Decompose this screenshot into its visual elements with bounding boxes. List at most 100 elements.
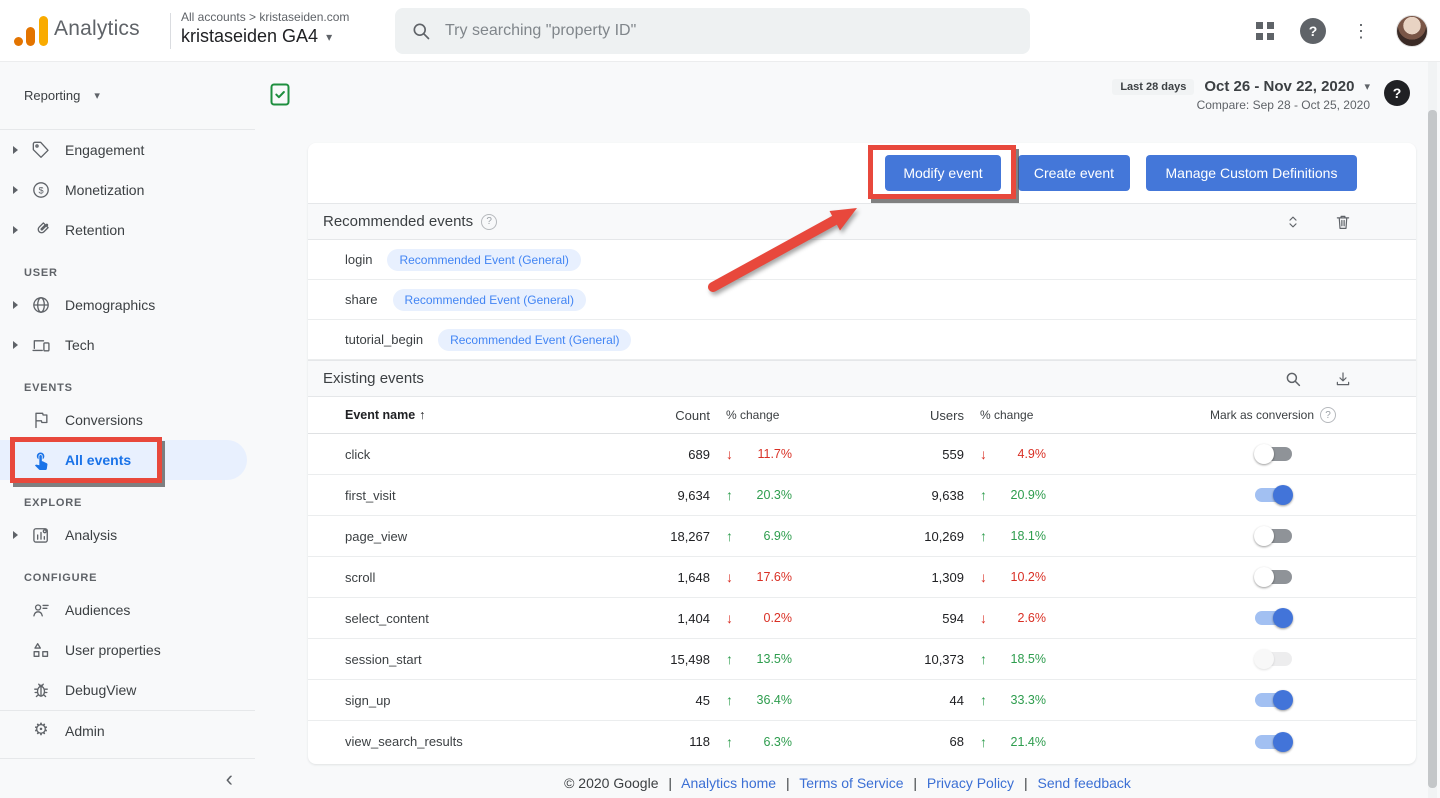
table-row: sign_up 45 ↑ 36.4% 44 ↑ 33.3% — [308, 680, 1416, 721]
conversion-toggle[interactable] — [1253, 567, 1292, 587]
sidebar-item-user-properties[interactable]: User properties — [0, 630, 255, 670]
recommended-events-header: Recommended events ? — [308, 203, 1416, 240]
help-circle-icon[interactable]: ? — [1384, 80, 1410, 106]
chevron-down-icon: ▾ — [1364, 81, 1370, 93]
date-range-preset: Last 28 days — [1112, 78, 1195, 95]
expand-arrow-icon[interactable] — [13, 531, 26, 539]
search-bar[interactable] — [395, 8, 1030, 54]
globe-icon — [31, 295, 51, 315]
expand-arrow-icon[interactable] — [13, 341, 26, 349]
collapse-sidebar-icon[interactable]: ‹ — [225, 765, 233, 791]
sidebar-item-demographics[interactable]: Demographics — [0, 285, 255, 325]
svg-text:$: $ — [38, 185, 43, 195]
conversion-toggle[interactable] — [1254, 731, 1293, 752]
conversion-toggle[interactable] — [1253, 526, 1292, 546]
sidebar-item-debugview[interactable]: DebugView — [0, 670, 255, 710]
conversion-toggle[interactable] — [1254, 485, 1293, 505]
download-icon[interactable] — [1334, 370, 1352, 388]
column-count: Count — [675, 407, 710, 423]
sidebar-item-audiences[interactable]: Audiences — [0, 590, 255, 630]
count-change: 6.9% — [763, 529, 793, 543]
event-count: 689 — [688, 446, 710, 462]
more-vert-icon[interactable]: ⋮ — [1352, 21, 1370, 41]
sidebar-item-monetization[interactable]: $ Monetization — [0, 170, 255, 210]
recommended-event-row: login Recommended Event (General) — [308, 240, 1416, 280]
event-name: scroll — [345, 569, 376, 585]
sidebar-footer: ‹ — [0, 758, 255, 798]
recommended-badge: Recommended Event (General) — [387, 248, 581, 271]
footer-link-terms[interactable]: Terms of Service — [799, 775, 904, 791]
chevron-down-icon: ▾ — [94, 90, 100, 102]
search-input[interactable] — [445, 22, 1014, 40]
conversion-toggle[interactable] — [1254, 608, 1293, 628]
search-icon[interactable] — [1284, 370, 1302, 388]
event-users: 10,269 — [924, 528, 964, 544]
user-properties-icon — [31, 640, 51, 660]
table-row: scroll 1,648 ↓ 17.6% 1,309 ↓ 10.2% — [308, 557, 1416, 598]
flag-icon — [31, 410, 51, 430]
event-count: 118 — [689, 734, 710, 749]
footer-link-feedback[interactable]: Send feedback — [1037, 775, 1131, 791]
column-users-change: % change — [980, 408, 1034, 422]
event-users: 9,638 — [931, 487, 964, 503]
sidebar-item-all-events[interactable]: All events — [0, 440, 247, 480]
sidebar-item-engagement[interactable]: Engagement — [0, 130, 255, 170]
count-change: 13.5% — [756, 652, 792, 666]
footer-link-privacy[interactable]: Privacy Policy — [926, 775, 1015, 791]
table-row: select_content 1,404 ↓ 0.2% 594 ↓ 2.6% — [308, 598, 1416, 639]
expand-arrow-icon[interactable] — [13, 146, 26, 154]
main-content: Last 28 days Oct 26 - Nov 22, 2020 ▾ Com… — [255, 62, 1440, 798]
event-users: 68 — [949, 734, 964, 749]
copyright: © 2020 Google — [564, 775, 659, 791]
data-quality-icon[interactable] — [268, 82, 292, 113]
body: Reporting ▾ Engagement $ Monetization — [0, 62, 1440, 798]
event-users: 10,373 — [924, 651, 964, 667]
delete-icon[interactable] — [1334, 213, 1352, 231]
manage-custom-definitions-button[interactable]: Manage Custom Definitions — [1146, 155, 1357, 191]
users-change: 4.9% — [1017, 447, 1047, 461]
trend-arrow-icon: ↑ — [726, 528, 733, 544]
divider — [170, 13, 171, 49]
reporting-dropdown[interactable]: Reporting ▾ — [0, 62, 255, 130]
unfold-more-icon[interactable] — [1284, 213, 1302, 231]
sidebar-item-analysis[interactable]: Analysis — [0, 515, 255, 555]
gear-icon: ⚙ — [33, 720, 49, 740]
users-change: 10.2% — [1010, 570, 1046, 584]
date-range-picker[interactable]: Last 28 days Oct 26 - Nov 22, 2020 ▾ — [1112, 78, 1370, 95]
avatar[interactable] — [1396, 15, 1428, 47]
sidebar-item-conversions[interactable]: Conversions — [0, 400, 255, 440]
section-title: Existing events — [323, 370, 424, 387]
table-row: session_start 15,498 ↑ 13.5% 10,373 ↑ 18.5… — [308, 639, 1416, 680]
event-users: 594 — [942, 610, 964, 626]
question-mark-icon[interactable]: ? — [1320, 407, 1337, 423]
expand-arrow-icon[interactable] — [13, 226, 26, 234]
apps-grid-icon[interactable] — [1256, 22, 1274, 40]
modify-event-button[interactable]: Modify event — [885, 155, 1001, 191]
create-event-button[interactable]: Create event — [1018, 155, 1130, 191]
expand-arrow-icon[interactable] — [13, 301, 26, 309]
users-change: 18.1% — [1010, 529, 1046, 543]
sidebar-item-tech[interactable]: Tech — [0, 325, 255, 365]
sidebar-item-admin[interactable]: ⚙ Admin — [0, 710, 255, 750]
help-icon[interactable]: ? — [1300, 18, 1326, 44]
conversion-toggle[interactable] — [1253, 444, 1292, 464]
question-mark-icon[interactable]: ? — [481, 213, 498, 230]
trend-arrow-icon: ↑ — [980, 651, 987, 667]
scrollbar-thumb[interactable] — [1428, 110, 1437, 788]
expand-arrow-icon[interactable] — [13, 186, 26, 194]
column-event-name[interactable]: Event name ↑ — [345, 408, 426, 422]
trend-arrow-icon: ↑ — [726, 651, 733, 667]
touch-icon — [31, 450, 51, 470]
footer-link-analytics-home[interactable]: Analytics home — [681, 775, 777, 791]
audiences-icon — [31, 600, 51, 620]
date-range-text: Oct 26 - Nov 22, 2020 — [1204, 78, 1355, 95]
trend-arrow-icon: ↓ — [726, 610, 733, 626]
sort-ascending-icon: ↑ — [419, 408, 426, 422]
sidebar-item-retention[interactable]: Retention — [0, 210, 255, 250]
conversion-toggle[interactable] — [1253, 649, 1292, 669]
table-row: page_view 18,267 ↑ 6.9% 10,269 ↑ 18.1% — [308, 516, 1416, 557]
count-change: 11.7% — [757, 447, 792, 461]
event-name: first_visit — [345, 487, 396, 503]
conversion-toggle[interactable] — [1254, 690, 1293, 710]
property-switcher[interactable]: kristaseiden GA4 ▾ — [181, 26, 332, 47]
